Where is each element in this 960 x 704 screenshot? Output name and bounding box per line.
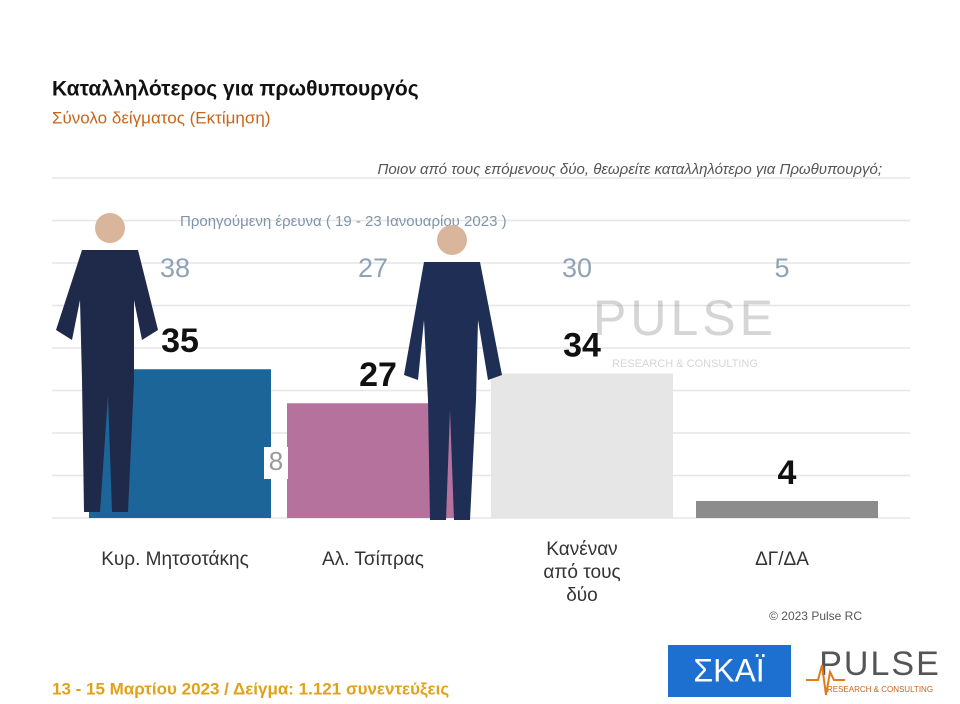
question: Ποιον από τους επόμενους δύο, θεωρείτε κ… bbox=[377, 161, 882, 178]
value-label: 34 bbox=[563, 326, 601, 364]
pulse-logo: PULSE bbox=[819, 645, 941, 683]
bar bbox=[696, 501, 878, 518]
value-label: 35 bbox=[161, 322, 199, 360]
category-label: ΔΓ/ΔΑ bbox=[755, 549, 809, 570]
person-left bbox=[56, 213, 158, 512]
person-right bbox=[404, 225, 502, 520]
bars bbox=[89, 369, 878, 518]
previous-value: 5 bbox=[774, 253, 789, 283]
chart-subtitle: Σύνολο δείγματος (Εκτίμηση) bbox=[52, 108, 271, 127]
gap-annotation: 8 bbox=[269, 446, 283, 476]
previous-label: Προηγούμενη έρευνα ( 19 - 23 Ιανουαρίου … bbox=[180, 213, 507, 230]
value-label: 4 bbox=[778, 454, 797, 492]
footer: 13 - 15 Μαρτίου 2023 / Δείγμα: 1.121 συν… bbox=[52, 679, 449, 698]
category-label: Κυρ. Μητσοτάκης bbox=[101, 549, 249, 570]
bar bbox=[491, 373, 673, 518]
pulse-logo-sub: RESEARCH & CONSULTING bbox=[827, 685, 933, 694]
watermark-text: PULSE bbox=[593, 290, 777, 346]
previous-value: 30 bbox=[562, 253, 592, 283]
chart-title: Καταλληλότερος για πρωθυπουργός bbox=[52, 78, 419, 101]
skai-logo: ΣΚΑΪ bbox=[693, 652, 764, 688]
pulse-logo-icon bbox=[806, 664, 845, 696]
category-label: Αλ. Τσίπρας bbox=[322, 549, 424, 570]
watermark-sub: RESEARCH & CONSULTING bbox=[612, 358, 758, 370]
skai-logo-box bbox=[668, 645, 791, 697]
copyright: © 2023 Pulse RC bbox=[769, 609, 862, 623]
previous-value: 27 bbox=[358, 253, 388, 283]
gap-box bbox=[264, 447, 288, 479]
watermark: PULSE RESEARCH & CONSULTING bbox=[593, 290, 777, 370]
value-label: 27 bbox=[359, 356, 397, 394]
category-label: Κανέναν από τους δύο bbox=[543, 539, 621, 606]
previous-value: 38 bbox=[160, 253, 190, 283]
labels: 35 38 27 27 34 30 4 5 8 bbox=[160, 253, 797, 492]
